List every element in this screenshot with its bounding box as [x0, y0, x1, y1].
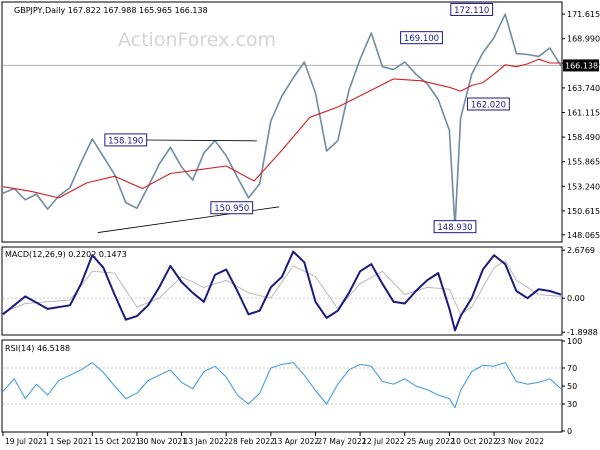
price-tick-label: 155.865: [567, 158, 600, 167]
x-tick-label: 19 Jul 2021: [5, 437, 48, 446]
price-series: [2, 13, 562, 228]
rsi-tick-label: 100: [567, 337, 582, 346]
watermark: ActionForex.com: [118, 29, 276, 51]
price-annotation-box: [210, 201, 254, 215]
x-tick-label: 25 Aug 2022: [407, 437, 455, 446]
rsi-series: [2, 362, 562, 409]
price-annotation-label: 150.950: [214, 204, 249, 214]
x-tick-label: 13 Apr 2022: [273, 437, 320, 446]
price-plot: 171.615168.990166.365163.740161.115158.4…: [2, 2, 600, 240]
x-tick-label: 10 Oct 2022: [451, 437, 498, 446]
price-annotation-box: [400, 31, 443, 45]
price-tick-label: 161.115: [567, 108, 600, 117]
rsi-header: RSI(14) 46.5188: [5, 344, 70, 353]
macd-signal-series: [2, 260, 562, 315]
x-tick-label: 15 Oct 2021: [94, 437, 141, 446]
price-annotation-box: [433, 220, 477, 234]
x-tick-label: 12 Jul 2022: [362, 437, 405, 446]
x-tick-label: 30 Nov 2021: [139, 437, 187, 446]
price-annotation-box: [104, 133, 148, 147]
price-annotation-label: 169.100: [404, 34, 439, 44]
price-annotation-label: 172.110: [454, 6, 489, 16]
rsi-panel-frame: [1, 339, 563, 433]
macd-header: MACD(12,26,9) 0.2202 0.1473: [5, 250, 127, 259]
price-tick-label: 171.615: [567, 10, 600, 19]
x-tick-label: 1 Sep 2021: [50, 437, 93, 446]
price-header: GBPJPY,Daily 167.822 167.988 165.965 166…: [14, 6, 208, 15]
macd-panel-frame: [1, 246, 563, 336]
trendline: [125, 139, 257, 142]
price-tick-label: 153.240: [567, 182, 600, 191]
rsi-tick-label: 70: [567, 364, 577, 373]
price-annotation-box: [450, 2, 494, 16]
price-panel-frame: [1, 1, 563, 243]
price-tick-label: 148.065: [567, 231, 600, 240]
macd-tick-label: -1.8988: [567, 328, 598, 337]
price-annotation-label: 148.930: [437, 223, 472, 233]
moving-average-series: [2, 58, 561, 199]
price-tick-label: 163.740: [567, 84, 600, 93]
x-tick-label: 13 Jan 2022: [184, 437, 229, 446]
price-annotation-label: 162.020: [471, 101, 506, 111]
price-tick-label: 150.615: [567, 207, 600, 216]
rsi-tick-label: 0: [567, 427, 572, 436]
macd-plot: 2.6769 0.00 -1.8988: [2, 246, 598, 337]
x-tick-label: 28 Feb 2022: [228, 437, 275, 446]
x-tick-label: 27 May 2022: [317, 437, 366, 446]
price-annotation-label: 158.190: [108, 136, 143, 146]
macd-tick-label: 2.6769: [567, 246, 595, 255]
price-tick-label: 168.990: [567, 35, 600, 44]
rsi-tick-label: 30: [567, 400, 577, 409]
price-annotation-box: [467, 97, 510, 111]
rsi-plot: 100 70 50 30 0: [2, 337, 582, 436]
current-price-label: 166.138: [565, 61, 598, 70]
macd-line-series: [2, 250, 562, 332]
x-tick-label: 23 Nov 2022: [496, 437, 544, 446]
macd-tick-label: 0.00: [567, 294, 585, 303]
price-tick-label: 158.490: [567, 133, 600, 142]
current-price-badge: [563, 59, 599, 72]
rsi-tick-label: 50: [567, 382, 577, 391]
